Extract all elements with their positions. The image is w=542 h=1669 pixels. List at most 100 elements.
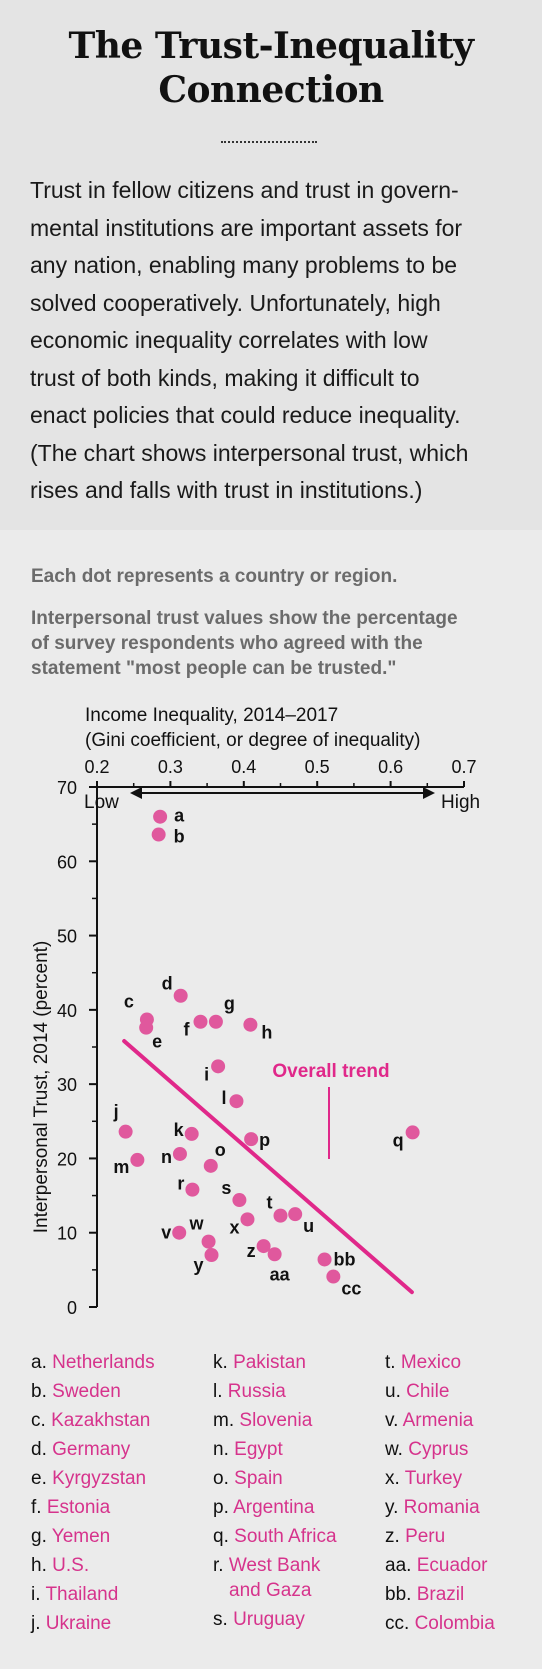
intro-line: economic inequality correlates with low	[30, 327, 428, 353]
legend-key: i.	[31, 1584, 41, 1605]
legend-key: bb.	[385, 1584, 412, 1605]
data-point-z	[256, 1239, 271, 1254]
intro-line: solved cooperatively. Unfortunately, hig…	[30, 289, 441, 316]
trend-line	[122, 1039, 414, 1295]
point-label-q: q	[393, 1130, 404, 1150]
legend-key: e.	[31, 1468, 47, 1489]
legend-item: u. Chile	[385, 1377, 495, 1406]
point-label-p: p	[259, 1130, 270, 1150]
legend-key: f.	[31, 1497, 42, 1518]
point-label-z: z	[247, 1241, 256, 1261]
page-title: The Trust-Inequality Connection	[0, 24, 542, 112]
legend-name: Pakistan	[233, 1352, 306, 1373]
x-tick-label: 0.2	[84, 757, 109, 777]
data-point-v	[172, 1225, 187, 1240]
data-point-aa	[267, 1247, 282, 1262]
data-point-h	[243, 1017, 258, 1032]
intro-paragraph: Trust in fellow citizens and trust in go…	[30, 172, 530, 510]
y-tick-label: 20	[57, 1149, 77, 1169]
legend-name: Egypt	[234, 1439, 283, 1460]
data-point-y	[204, 1248, 219, 1262]
legend-name: Romania	[403, 1497, 480, 1518]
legend-name: U.S.	[52, 1555, 90, 1576]
legend-key: b.	[31, 1381, 47, 1402]
legend-key: k.	[213, 1352, 228, 1373]
arrow-right-icon	[423, 787, 435, 799]
legend-key: v.	[385, 1410, 399, 1431]
legend-name-line-2: and Gaza	[229, 1580, 312, 1601]
y-axis-title: Interpersonal Trust, 2014 (percent)	[31, 941, 52, 1234]
legend-name: Slovenia	[239, 1410, 313, 1431]
x-axis-title: (Gini coefficient, or degree of inequali…	[85, 730, 421, 751]
point-label-w: w	[189, 1214, 205, 1234]
legend-key: h.	[31, 1555, 47, 1576]
legend-key: g.	[31, 1526, 47, 1547]
point-label-r: r	[177, 1174, 184, 1194]
point-label-f: f	[183, 1020, 190, 1040]
legend-name: Thailand	[45, 1584, 119, 1605]
intro-line: enact policies that could reduce inequal…	[30, 402, 461, 428]
y-tick-label: 70	[57, 778, 77, 798]
legend-name: Spain	[234, 1468, 283, 1489]
legend-key: s.	[213, 1609, 228, 1630]
point-label-v: v	[161, 1223, 171, 1243]
data-point-x	[240, 1212, 255, 1227]
point-label-u: u	[303, 1216, 314, 1236]
point-label-o: o	[215, 1140, 226, 1160]
note-line: Interpersonal trust values show the perc…	[31, 608, 458, 629]
legend-item: i. Thailand	[31, 1580, 155, 1609]
scatter-chart: Income Inequality, 2014–2017 (Gini coeffi…	[31, 705, 480, 1318]
data-point-bb	[317, 1252, 332, 1267]
intro-line: Trust in fellow citizens and trust in go…	[30, 177, 459, 203]
data-point-d	[173, 988, 188, 1003]
legend-column-1: a. Netherlands b. Sweden c. Kazakhstan d…	[31, 1348, 155, 1638]
legend-name: Peru	[405, 1526, 446, 1547]
legend-item: j. Ukraine	[31, 1609, 155, 1638]
legend-name: Kazakhstan	[51, 1410, 151, 1431]
legend-name: Ukraine	[45, 1613, 112, 1634]
legend-name: Turkey	[404, 1468, 463, 1489]
point-label-aa: aa	[270, 1264, 291, 1284]
data-point-a	[153, 809, 168, 824]
point-label-g: g	[224, 994, 235, 1014]
point-label-i: i	[204, 1064, 209, 1084]
legend-item: v. Armenia	[385, 1406, 495, 1435]
legend-name: Yemen	[51, 1526, 111, 1547]
legend-item: l. Russia	[213, 1377, 337, 1406]
data-point-u	[288, 1207, 303, 1222]
data-point-n	[172, 1146, 187, 1161]
point-label-c: c	[124, 992, 134, 1012]
note-line: of survey respondents who agreed with th…	[31, 633, 423, 654]
point-label-k: k	[174, 1120, 185, 1140]
x-axis-title: Income Inequality, 2014–2017	[85, 705, 338, 726]
point-label-b: b	[174, 827, 185, 847]
legend-name: South Africa	[234, 1526, 337, 1547]
data-point-s	[232, 1193, 247, 1208]
point-label-y: y	[193, 1255, 203, 1275]
intro-line: rises and falls with trust in institutio…	[30, 477, 423, 503]
legend-item: r. West Bank and Gaza	[213, 1551, 337, 1605]
legend-key: aa.	[385, 1555, 412, 1576]
legend-item: x. Turkey	[385, 1464, 495, 1493]
legend-item: c. Kazakhstan	[31, 1406, 155, 1435]
data-point-t	[273, 1208, 288, 1223]
x-tick-label: 0.7	[451, 757, 476, 777]
legend-item: m. Slovenia	[213, 1406, 337, 1435]
point-label-x: x	[229, 1217, 239, 1237]
data-point-g	[208, 1014, 223, 1029]
note-trust-definition: Interpersonal trust values show the perc…	[31, 606, 521, 681]
legend-item: aa. Ecuador	[385, 1551, 495, 1580]
point-label-n: n	[161, 1147, 172, 1167]
point-label-e: e	[152, 1032, 162, 1052]
legend-item: z. Peru	[385, 1522, 495, 1551]
legend-name: Estonia	[46, 1497, 111, 1518]
data-point-i	[211, 1059, 226, 1074]
data-point-f	[193, 1014, 208, 1029]
legend-item: k. Pakistan	[213, 1348, 337, 1377]
legend-item: b. Sweden	[31, 1377, 155, 1406]
y-tick-label: 10	[57, 1224, 77, 1244]
legend-key: n.	[213, 1439, 229, 1460]
x-tick-label: 0.4	[231, 757, 256, 777]
x-low-label: Low	[84, 792, 119, 813]
point-label-cc: cc	[341, 1279, 361, 1299]
